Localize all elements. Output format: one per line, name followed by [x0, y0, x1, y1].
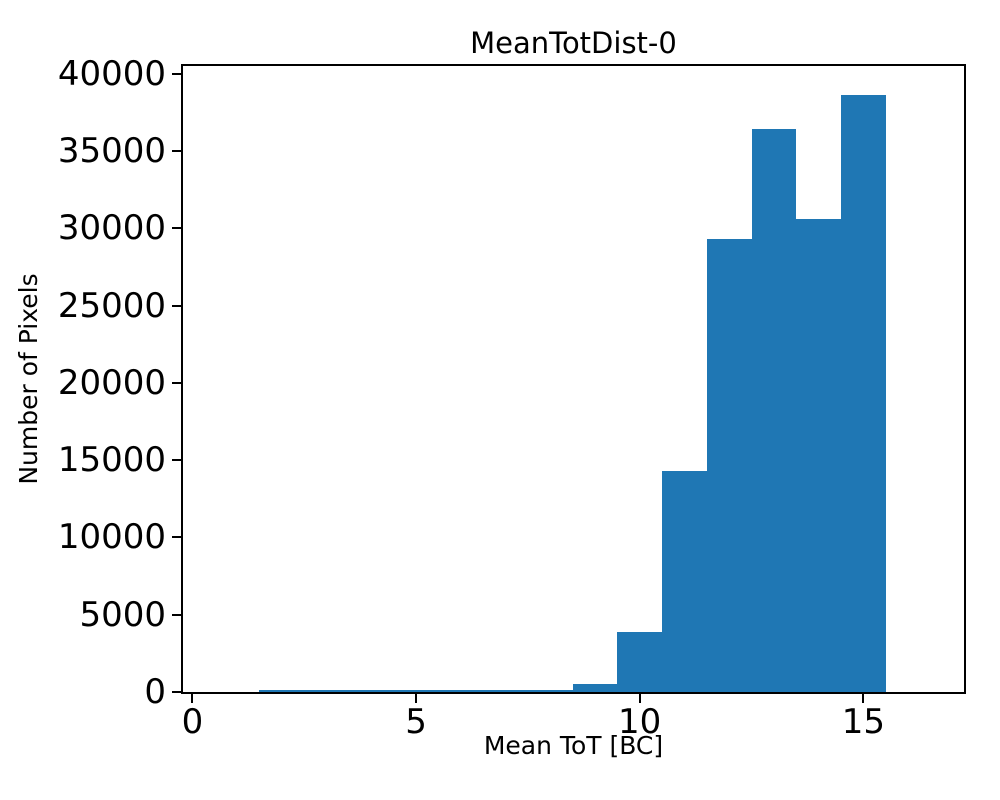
y-tick-mark	[172, 691, 181, 693]
histogram-bar	[751, 129, 797, 692]
histogram-bar	[572, 684, 618, 692]
y-tick-mark	[172, 381, 181, 384]
histogram-bar	[483, 690, 528, 692]
y-tick-mark	[172, 227, 181, 230]
y-tick-mark	[172, 459, 181, 462]
x-axis-ticks: 0 5 10 15	[182, 694, 964, 744]
y-tick-label: 0	[144, 672, 166, 712]
histogram-bar	[706, 239, 752, 692]
histogram-bar	[393, 690, 439, 692]
x-tick-label: 15	[841, 702, 885, 742]
histogram-bar	[662, 470, 707, 692]
histogram-bar	[438, 690, 484, 692]
y-tick-mark	[172, 150, 181, 152]
x-tick-mark	[191, 694, 194, 703]
plot-area	[181, 64, 966, 694]
y-tick-mark	[172, 72, 181, 75]
x-tick-mark	[415, 694, 418, 703]
y-tick-label: 40000	[57, 53, 166, 94]
x-tick-label: 0	[181, 702, 204, 742]
histogram-bar	[617, 631, 663, 692]
histogram-bar	[796, 219, 841, 692]
y-tick-label: 10000	[57, 517, 166, 558]
y-axis-label: Number of Pixels	[14, 273, 43, 485]
y-tick-label: 25000	[57, 285, 166, 326]
histogram-bar	[348, 690, 394, 692]
x-tick-mark	[638, 694, 641, 703]
y-tick-label: 15000	[57, 440, 166, 481]
x-tick-label: 10	[618, 702, 662, 742]
y-tick-label: 5000	[79, 594, 166, 635]
x-tick-mark	[862, 694, 865, 703]
x-axis-label: Mean ToT [BC]	[483, 731, 664, 760]
y-tick-label: 30000	[57, 208, 166, 249]
histogram-bar	[840, 95, 886, 692]
histogram-bar	[304, 690, 349, 692]
histogram-bar	[527, 690, 573, 692]
histogram-bar	[259, 690, 305, 692]
x-tick-label: 5	[405, 702, 427, 742]
y-tick-mark	[172, 613, 181, 616]
y-tick-mark	[172, 536, 181, 539]
histogram-bars-layer	[183, 66, 964, 692]
y-tick-label: 35000	[57, 131, 166, 171]
y-axis-ticks: 0 5000 10000 15000 20000 25000 30000 35000 40000	[0, 57, 181, 709]
chart-title: MeanTotDist-0	[470, 26, 677, 60]
y-tick-mark	[172, 304, 181, 307]
y-tick-label: 20000	[57, 362, 166, 403]
